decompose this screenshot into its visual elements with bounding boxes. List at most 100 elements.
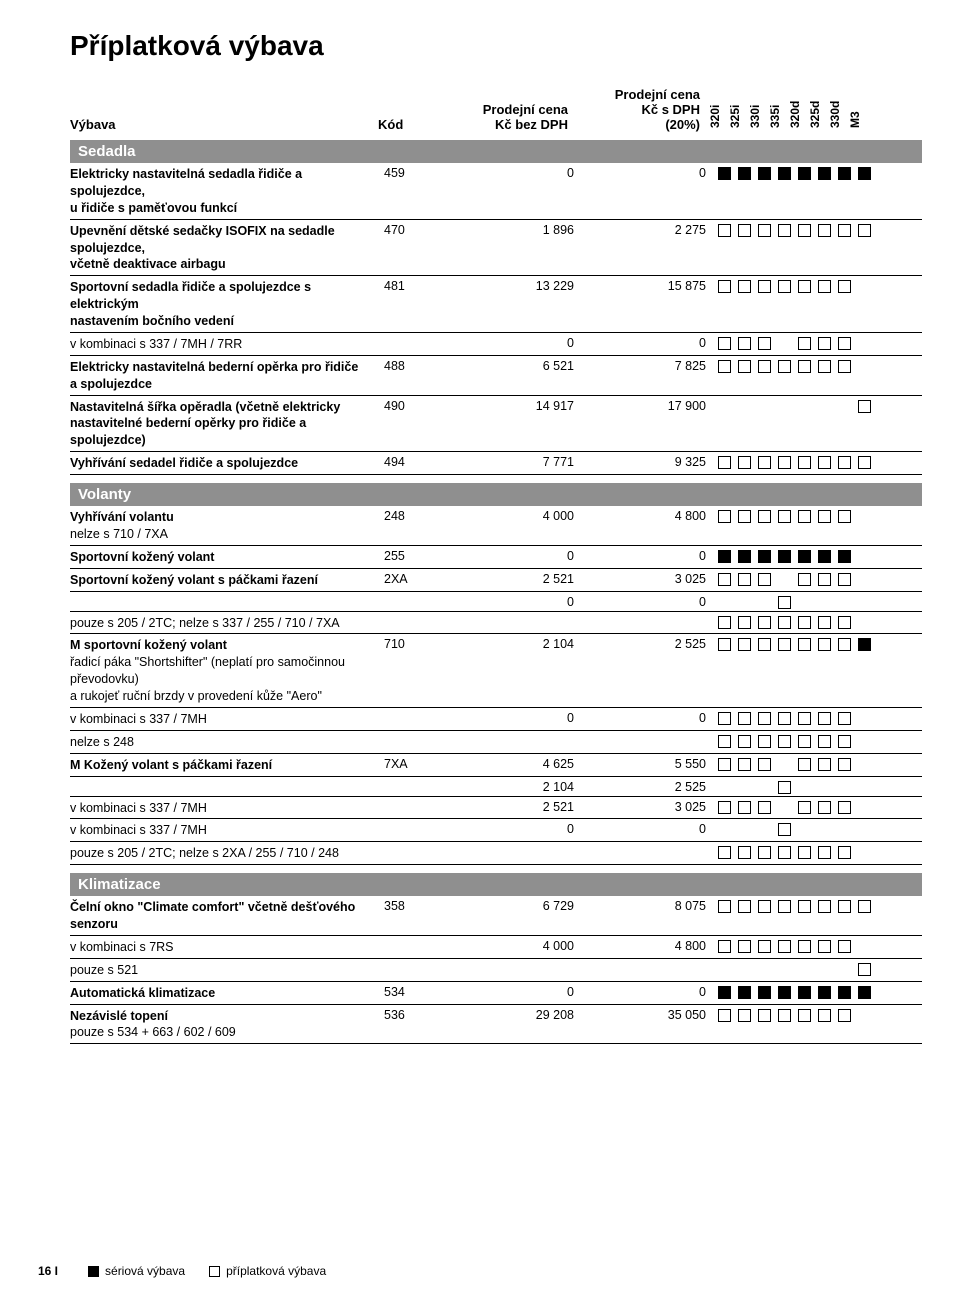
open-square-icon bbox=[798, 616, 811, 629]
row-price1: 2 104 bbox=[444, 780, 586, 794]
row-models bbox=[718, 711, 898, 725]
open-square-icon bbox=[838, 360, 851, 373]
table-row: v kombinaci s 337 / 7MH00 bbox=[70, 708, 922, 731]
filled-square-icon bbox=[758, 167, 771, 180]
section-header: Klimatizace bbox=[70, 873, 922, 896]
row-price1: 0 bbox=[444, 822, 586, 836]
filled-square-icon bbox=[838, 550, 851, 563]
open-square-icon bbox=[758, 573, 771, 586]
row-desc: v kombinaci s 337 / 7MH bbox=[70, 822, 378, 839]
open-square-icon bbox=[838, 510, 851, 523]
open-square-icon bbox=[758, 940, 771, 953]
row-models bbox=[718, 734, 898, 748]
blank-icon bbox=[798, 963, 811, 976]
open-square-icon bbox=[758, 360, 771, 373]
row-models bbox=[718, 822, 898, 836]
row-price2: 35 050 bbox=[586, 1008, 718, 1022]
filled-square-icon bbox=[718, 986, 731, 999]
open-square-icon bbox=[758, 735, 771, 748]
blank-icon bbox=[838, 963, 851, 976]
blank-icon bbox=[838, 400, 851, 413]
open-square-icon bbox=[818, 224, 831, 237]
model-label-335i: 335i bbox=[768, 105, 782, 128]
row-desc: Sportovní kožený volant bbox=[70, 549, 378, 566]
table-row: M sportovní kožený volantřadicí páka "Sh… bbox=[70, 634, 922, 708]
open-square-icon bbox=[838, 638, 851, 651]
filled-square-icon bbox=[818, 550, 831, 563]
row-code: 534 bbox=[384, 985, 444, 999]
blank-icon bbox=[738, 963, 751, 976]
filled-square-icon bbox=[818, 986, 831, 999]
blank-icon bbox=[858, 823, 871, 836]
row-desc: v kombinaci s 337 / 7MH / 7RR bbox=[70, 336, 378, 353]
table-row: v kombinaci s 337 / 7MH / 7RR00 bbox=[70, 333, 922, 356]
filled-square-icon bbox=[798, 550, 811, 563]
blank-icon bbox=[858, 801, 871, 814]
row-models bbox=[718, 615, 898, 629]
open-square-icon bbox=[209, 1266, 220, 1277]
open-square-icon bbox=[758, 638, 771, 651]
open-square-icon bbox=[838, 573, 851, 586]
table-row: pouze s 521 bbox=[70, 959, 922, 982]
open-square-icon bbox=[778, 616, 791, 629]
row-desc: pouze s 205 / 2TC; nelze s 2XA / 255 / 7… bbox=[70, 845, 378, 862]
blank-icon bbox=[758, 596, 771, 609]
row-desc: Nastavitelná šířka opěradla (včetně elek… bbox=[70, 399, 378, 450]
row-code: 7XA bbox=[384, 757, 444, 771]
table-row: Upevnění dětské sedačky ISOFIX na sedadl… bbox=[70, 220, 922, 277]
row-models bbox=[718, 455, 898, 469]
row-code: 494 bbox=[384, 455, 444, 469]
row-price2: 0 bbox=[586, 549, 718, 563]
row-price1: 6 729 bbox=[444, 899, 586, 913]
row-models bbox=[718, 336, 898, 350]
row-code: 481 bbox=[384, 279, 444, 293]
row-price2: 0 bbox=[586, 985, 718, 999]
open-square-icon bbox=[718, 456, 731, 469]
row-price2: 3 025 bbox=[586, 572, 718, 586]
open-square-icon bbox=[778, 823, 791, 836]
row-desc: M Kožený volant s páčkami řazení bbox=[70, 757, 378, 774]
open-square-icon bbox=[738, 616, 751, 629]
blank-icon bbox=[718, 781, 731, 794]
row-code: 248 bbox=[384, 509, 444, 523]
open-square-icon bbox=[838, 616, 851, 629]
blank-icon bbox=[758, 400, 771, 413]
blank-icon bbox=[858, 280, 871, 293]
open-square-icon bbox=[758, 801, 771, 814]
open-square-icon bbox=[718, 360, 731, 373]
open-square-icon bbox=[738, 573, 751, 586]
filled-square-icon bbox=[88, 1266, 99, 1277]
row-price2: 2 525 bbox=[586, 780, 718, 794]
row-desc: pouze s 521 bbox=[70, 962, 378, 979]
blank-icon bbox=[758, 781, 771, 794]
blank-icon bbox=[818, 400, 831, 413]
row-models bbox=[718, 399, 898, 413]
filled-square-icon bbox=[778, 167, 791, 180]
legend-optional-label: příplatková výbava bbox=[226, 1264, 326, 1278]
row-price1: 2 521 bbox=[444, 800, 586, 814]
table-header: Výbava Kód Prodejní cena Kč bez DPH Prod… bbox=[70, 72, 922, 132]
row-price1: 4 000 bbox=[444, 939, 586, 953]
table-row: pouze s 205 / 2TC; nelze s 337 / 255 / 7… bbox=[70, 612, 922, 635]
blank-icon bbox=[858, 758, 871, 771]
row-price1: 4 625 bbox=[444, 757, 586, 771]
col-price1: Prodejní cena Kč bez DPH bbox=[438, 102, 580, 132]
row-price1: 0 bbox=[444, 549, 586, 563]
legend-optional: příplatková výbava bbox=[209, 1264, 326, 1278]
open-square-icon bbox=[758, 280, 771, 293]
blank-icon bbox=[858, 781, 871, 794]
blank-icon bbox=[718, 963, 731, 976]
open-square-icon bbox=[838, 224, 851, 237]
table-row: Vyhřívání volantunelze s 710 / 7XA2484 0… bbox=[70, 506, 922, 546]
blank-icon bbox=[778, 801, 791, 814]
row-price2: 8 075 bbox=[586, 899, 718, 913]
open-square-icon bbox=[718, 224, 731, 237]
open-square-icon bbox=[818, 758, 831, 771]
open-square-icon bbox=[778, 360, 791, 373]
open-square-icon bbox=[818, 510, 831, 523]
open-square-icon bbox=[838, 712, 851, 725]
page-title: Příplatková výbava bbox=[70, 30, 922, 62]
table-row: Automatická klimatizace53400 bbox=[70, 982, 922, 1005]
open-square-icon bbox=[818, 616, 831, 629]
blank-icon bbox=[738, 781, 751, 794]
